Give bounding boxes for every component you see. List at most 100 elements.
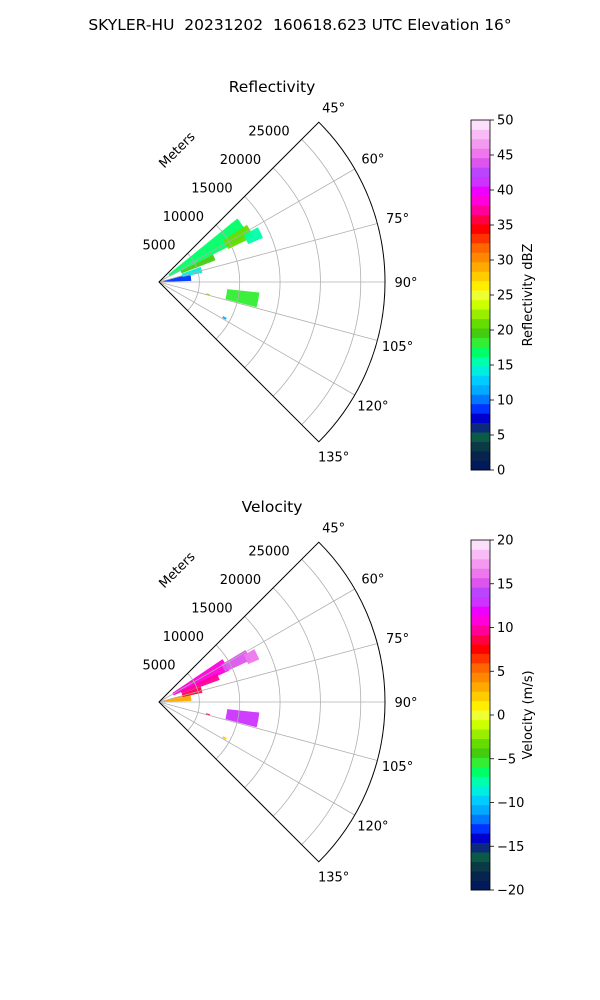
colorbar-tick-label: 20 (497, 534, 514, 549)
echo-region-8 (222, 316, 227, 320)
colorbar-label: Velocity (m/s) (521, 670, 536, 759)
colorbar-tick-label: 0 (497, 709, 505, 724)
colorbar-segment (471, 719, 490, 730)
echo-layer (162, 218, 264, 320)
colorbar-segment (471, 252, 490, 263)
colorbar-tick-label: 5 (497, 429, 505, 444)
colorbar-segment (471, 214, 490, 225)
echo-region-3 (243, 649, 260, 665)
colorbar-segment (471, 195, 490, 206)
range-tick-label: 5000 (142, 658, 175, 673)
colorbar-segment (471, 710, 490, 721)
colorbar-segment (471, 549, 490, 560)
colorbar-segment (471, 318, 490, 329)
colorbar-tick-label: 40 (497, 184, 514, 199)
colorbar-segment (471, 558, 490, 569)
colorbar-segment (471, 606, 490, 617)
echo-region-3 (243, 227, 264, 245)
panel-title: Velocity (242, 498, 303, 516)
colorbar-tick-label: 50 (497, 114, 514, 129)
azimuth-tick-label: 120° (357, 399, 388, 414)
colorbar-tick-label: 5 (497, 665, 505, 680)
colorbar-segment (471, 823, 490, 834)
colorbar-segment (471, 681, 490, 692)
grid-layer (158, 139, 385, 425)
colorbar-segment (471, 186, 490, 197)
colorbar-segment (471, 176, 490, 187)
colorbar-segment (471, 157, 490, 168)
colorbar-segment (471, 767, 490, 777)
colorbar-segment (471, 852, 490, 863)
colorbar-segment (471, 861, 490, 872)
echo-layer (162, 649, 260, 740)
colorbar-segment (471, 271, 490, 282)
colorbar-segment (471, 842, 490, 853)
panel-title: Reflectivity (229, 78, 316, 96)
colorbar-segment (471, 757, 490, 768)
colorbar-tick-label: 35 (497, 219, 514, 234)
colorbar-tick-label: 25 (497, 289, 514, 304)
colorbar-segment (471, 634, 490, 645)
colorbar-segment (471, 587, 490, 598)
colorbar-segment (471, 738, 490, 749)
colorbar-tick-label: 10 (497, 394, 514, 409)
range-tick-label: 10000 (163, 210, 204, 225)
azimuth-spoke-2 (158, 643, 378, 703)
colorbar-tick-label: 0 (497, 464, 505, 479)
colorbar-segment (471, 224, 490, 234)
colorbar-segment (471, 451, 490, 461)
colorbar-segment (471, 167, 490, 178)
azimuth-tick-label: 75° (386, 212, 409, 227)
colorbar-segment (471, 309, 490, 320)
range-axis-label: Meters (157, 129, 199, 171)
colorbar-label: Reflectivity dBZ (521, 244, 536, 347)
azimuth-tick-label: 105° (382, 760, 413, 775)
colorbar-tick-label: −15 (497, 840, 524, 855)
azimuth-spoke-4 (158, 701, 378, 761)
echo-region-1 (221, 650, 251, 672)
colorbar-segment (471, 299, 490, 310)
colorbar-segment (471, 148, 490, 159)
colorbar-segment (471, 615, 490, 626)
colorbar-segment (471, 138, 490, 149)
colorbar-segment (471, 748, 490, 758)
colorbar-segment (471, 804, 490, 815)
colorbar-segment (471, 540, 490, 550)
colorbar-segment (471, 672, 490, 683)
colorbar-segment (471, 596, 490, 607)
colorbar-segment (471, 662, 490, 673)
azimuth-spoke-1 (158, 168, 355, 283)
colorbar-segment (471, 880, 490, 891)
range-tick-label: 20000 (220, 153, 261, 168)
colorbar-tick-label: −10 (497, 796, 524, 811)
azimuth-tick-label: 105° (382, 340, 413, 355)
colorbar-segment (471, 729, 490, 740)
colorbar-segment (471, 365, 490, 376)
azimuth-tick-label: 45° (322, 521, 345, 536)
colorbar-segment (471, 577, 490, 588)
echo-region-8 (222, 736, 227, 740)
echo-region-0 (168, 218, 249, 277)
colorbar-segment (471, 814, 490, 825)
azimuth-tick-label: 60° (361, 153, 384, 168)
colorbar-tick-label: −5 (497, 752, 516, 767)
echo-region-1 (223, 224, 254, 249)
colorbar-segment (471, 205, 490, 215)
colorbar-segment (471, 242, 490, 253)
colorbar-segment (471, 653, 490, 664)
azimuth-spoke-2 (158, 223, 378, 283)
colorbar-segment (471, 568, 490, 579)
colorbar-segment (471, 384, 490, 395)
azimuth-tick-label: 90° (394, 276, 417, 291)
azimuth-tick-label: 75° (386, 632, 409, 647)
colorbar: −20 −15 −10 −5 0 5 10 15 20 Velocity (m/s) (470, 534, 536, 899)
colorbar-segment (471, 644, 490, 654)
echo-region-6 (225, 289, 260, 308)
sector-frame (158, 121, 386, 443)
colorbar-segment (471, 233, 490, 244)
colorbar-segment (471, 290, 490, 301)
colorbar-segment (471, 337, 490, 348)
azimuth-tick-label: 60° (361, 573, 384, 588)
colorbar-segment (471, 691, 490, 702)
range-axis-label: Meters (157, 549, 199, 591)
